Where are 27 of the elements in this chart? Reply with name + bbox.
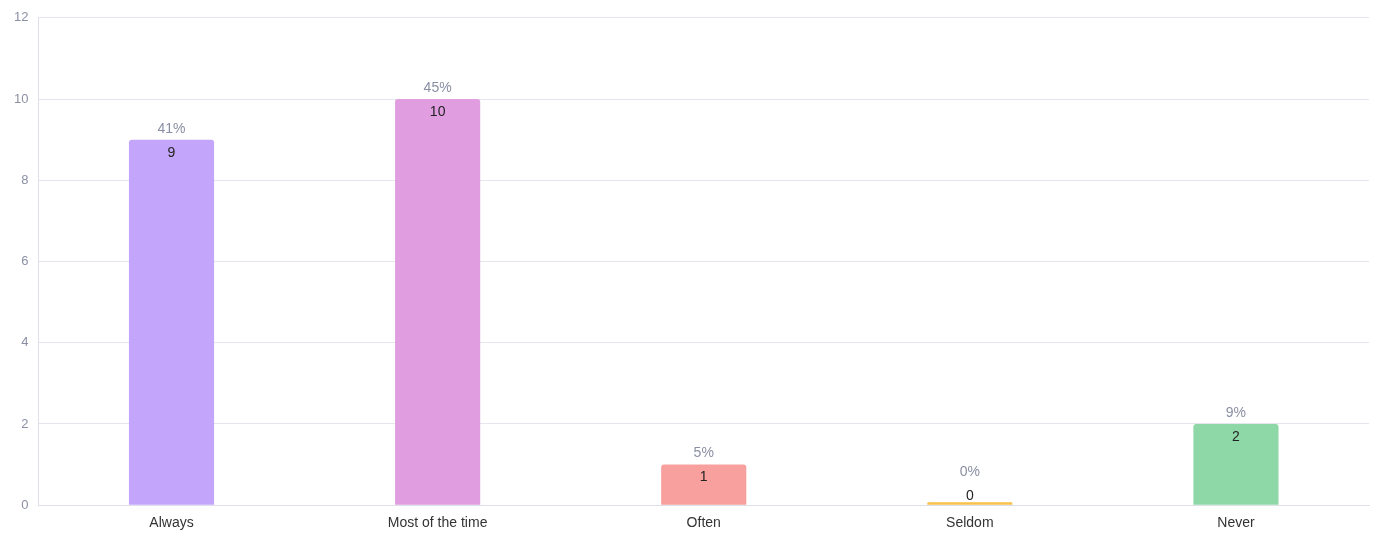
- data-label: 9: [167, 143, 176, 160]
- y-tick-label: 12: [13, 9, 29, 25]
- x-tick-label: Seldom: [946, 514, 994, 531]
- data-label: 0: [965, 487, 974, 504]
- y-tick-label: 2: [21, 415, 29, 431]
- y-tick-label: 10: [13, 90, 29, 106]
- data-label: 1: [699, 468, 708, 485]
- x-tick-label: Most of the time: [387, 514, 488, 531]
- bar: [927, 502, 1013, 505]
- x-tick-label: Often: [686, 514, 721, 531]
- bar: [128, 139, 215, 505]
- x-tick-label: Always: [149, 514, 194, 531]
- data-label: 10: [429, 102, 446, 119]
- y-tick-label: 4: [21, 334, 29, 350]
- y-tick-label: 8: [21, 171, 29, 187]
- bar: [1193, 423, 1279, 505]
- annotation: 41%: [157, 119, 186, 136]
- x-tick-label: Never: [1217, 514, 1255, 531]
- annotation: 9%: [1225, 403, 1247, 420]
- annotation: 0%: [959, 463, 980, 480]
- bar: [395, 99, 481, 505]
- data-label: 2: [1232, 427, 1241, 444]
- bar: [661, 464, 747, 505]
- y-tick-label: 0: [21, 496, 29, 512]
- annotation: 45%: [423, 78, 452, 95]
- annotation: 5%: [693, 444, 714, 461]
- y-tick-label: 6: [21, 253, 29, 269]
